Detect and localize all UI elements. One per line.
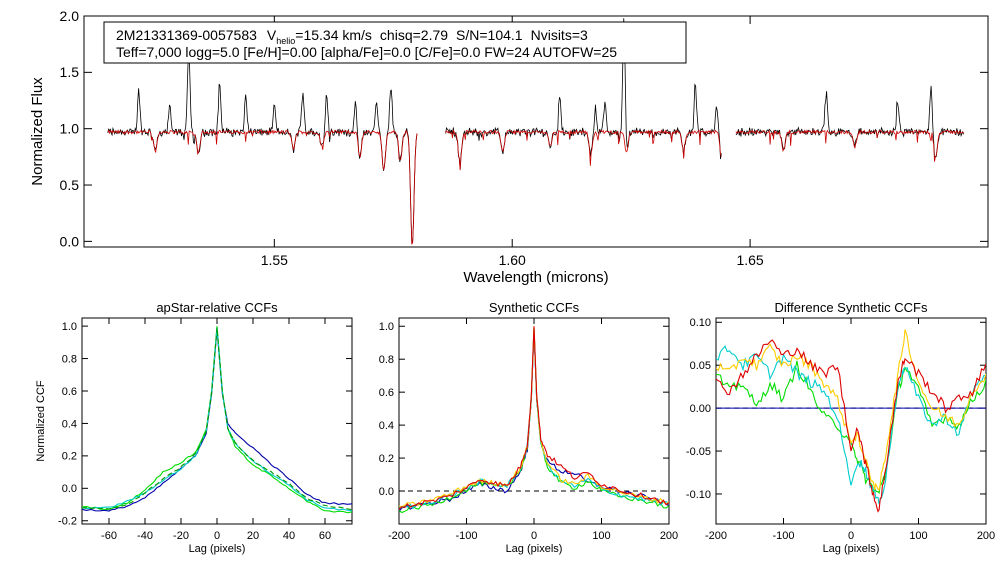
apstar_ccf-series-visit-3 bbox=[82, 327, 352, 511]
apstar_ccf-xlabel: Lag (pixels) bbox=[189, 543, 246, 555]
apstar_ccf-ytick-label: 0.2 bbox=[62, 451, 77, 463]
chisq-label: chisq=2.79 bbox=[380, 27, 448, 43]
apstar_ccf-series-combined bbox=[82, 329, 352, 512]
nvisits-label: Nvisits=3 bbox=[531, 27, 588, 43]
difference_ccf-ytick-label: -0.10 bbox=[686, 489, 711, 501]
spectrum-xtick-label: 1.65 bbox=[736, 252, 763, 268]
difference_ccf-series-visit-4 bbox=[716, 339, 986, 513]
spectrum-plot bbox=[107, 18, 965, 245]
synthetic_ccf-ytick-label: 0.8 bbox=[379, 354, 394, 366]
info-box: 2M21331369-0057583 Vhelio=15.34 km/s chisq… bbox=[103, 21, 687, 64]
synthetic_ccf-xtick-label: 200 bbox=[660, 530, 678, 542]
difference_ccf-series-visit-2 bbox=[716, 345, 986, 505]
synthetic_ccf-series-visit-4 bbox=[399, 326, 669, 510]
synthetic_ccf-ytick-label: 0.0 bbox=[379, 486, 394, 498]
synthetic_ccf-ytick-label: 0.6 bbox=[379, 387, 394, 399]
difference_ccf-ytick-label: 0.00 bbox=[690, 403, 711, 415]
synthetic_ccf-axes: -200 -100 0 100 200 0.0 0.2 0.4 0.6 0.8 1.0 Synthet… bbox=[379, 300, 678, 555]
synthetic_ccf-ytick-label: 0.2 bbox=[379, 453, 394, 465]
spectrum-ytick-label: 0.5 bbox=[60, 177, 80, 193]
difference_ccf-series-visit-3 bbox=[716, 329, 986, 492]
snr-label: S/N=104.1 bbox=[456, 27, 523, 43]
apstar_ccf-ytick-label: 1.0 bbox=[62, 321, 77, 333]
apstar_ccf-xtick-label: -40 bbox=[137, 530, 153, 542]
apstar_ccf-xtick-label: 40 bbox=[283, 530, 295, 542]
spectrum-axes: 1.55 1.60 1.65 0.0 0.5 1.0 1.5 2.0 Wavelength (m… bbox=[29, 8, 989, 286]
apstar_ccf-ytick-label: 0.4 bbox=[62, 418, 77, 430]
apstar_ccf-series-visit-2 bbox=[82, 327, 352, 512]
info-box-line1: 2M21331369-0057583 Vhelio=15.34 km/s chisq… bbox=[116, 27, 588, 46]
synthetic_ccf-xtick-label: -200 bbox=[388, 530, 410, 542]
vhelio-prefix: V bbox=[267, 27, 277, 43]
apstar_ccf-series-visit-1 bbox=[82, 326, 352, 514]
spectrum-data-segment-3 bbox=[735, 85, 965, 159]
difference_ccf-xtick-label: -200 bbox=[705, 530, 727, 542]
spectrum-xtick-label: 1.55 bbox=[261, 252, 288, 268]
apstar_ccf-xtick-label: 20 bbox=[247, 530, 259, 542]
spectrum-model-segment-3 bbox=[735, 129, 964, 162]
vhelio-value: =15.34 km/s bbox=[295, 27, 372, 43]
difference_ccf-ytick-label: 0.05 bbox=[690, 360, 711, 372]
spectrum-model-segment-1 bbox=[107, 128, 418, 245]
spectrum-ylabel: Normalized Flux bbox=[29, 77, 46, 186]
difference_ccf-xtick-label: 200 bbox=[977, 530, 995, 542]
difference_ccf-xtick-label: 100 bbox=[909, 530, 927, 542]
spectrum-xlabel: Wavelength (microns) bbox=[463, 269, 608, 286]
difference_ccf-axes: -200 -100 0 100 200 -0.10 -0.05 0.00 0.05 0.10 Dif… bbox=[686, 300, 995, 555]
apstar_ccf-title: apStar-relative CCFs bbox=[156, 300, 278, 315]
spectrum-ytick-label: 1.5 bbox=[60, 64, 80, 80]
synthetic_ccf-plot bbox=[399, 326, 669, 514]
difference_ccf-xlabel: Lag (pixels) bbox=[823, 543, 880, 555]
difference_ccf-xtick-label: 0 bbox=[848, 530, 854, 542]
synthetic_ccf-xtick-label: 100 bbox=[592, 530, 610, 542]
synthetic_ccf-ytick-label: 0.4 bbox=[379, 420, 394, 432]
synthetic_ccf-xlabel: Lag (pixels) bbox=[506, 543, 563, 555]
apstar_ccf-ylabel: Normalized CCF bbox=[35, 380, 47, 462]
synthetic_ccf-title: Synthetic CCFs bbox=[489, 300, 580, 315]
synthetic_ccf-series-combined bbox=[399, 329, 669, 512]
synthetic_ccf-xtick-label: -100 bbox=[455, 530, 477, 542]
apstar_ccf-xtick-label: -60 bbox=[101, 530, 117, 542]
spectrum-xtick-label: 1.60 bbox=[499, 252, 526, 268]
info-box-line2: Teff=7,000 logg=5.0 [Fe/H]=0.00 [alpha/F… bbox=[116, 44, 617, 60]
difference_ccf-frame bbox=[715, 317, 987, 525]
synthetic_ccf-ytick-label: 1.0 bbox=[379, 321, 394, 333]
apstar_ccf-ytick-label: 0.8 bbox=[62, 353, 77, 365]
apstar_ccf-ytick-label: 0.0 bbox=[62, 483, 77, 495]
apstar_ccf-plot bbox=[82, 326, 352, 514]
vhelio-sub: helio bbox=[276, 36, 295, 46]
apstar_ccf-ytick-label: -0.2 bbox=[58, 516, 77, 528]
synthetic_ccf-xtick-label: 0 bbox=[531, 530, 537, 542]
apstar_ccf-ytick-label: 0.6 bbox=[62, 386, 77, 398]
spectrum-model-segment-2 bbox=[445, 129, 722, 171]
synthetic_ccf-series-visit-3 bbox=[399, 326, 669, 508]
spectrum-ytick-label: 0.0 bbox=[60, 233, 80, 249]
apstar_ccf-xtick-label: 60 bbox=[319, 530, 331, 542]
difference_ccf-ytick-label: -0.05 bbox=[686, 446, 711, 458]
difference_ccf-xtick-label: -100 bbox=[772, 530, 794, 542]
apstar_ccf-xtick-label: 0 bbox=[214, 530, 220, 542]
synthetic_ccf-series-visit-1 bbox=[399, 327, 669, 514]
difference_ccf-series-visit-1 bbox=[716, 360, 986, 495]
difference_ccf-title: Difference Synthetic CCFs bbox=[775, 300, 928, 315]
apstar_ccf-axes: -60 -40 -20 0 20 40 60 -0.2 0.0 0.2 0.4 0.6 0.8 1.0 ap… bbox=[35, 300, 353, 555]
info-box-frame bbox=[103, 21, 687, 64]
spectrum-ytick-label: 1.0 bbox=[60, 121, 80, 137]
object-name: 2M21331369-0057583 bbox=[116, 27, 257, 43]
spectrum-ytick-label: 2.0 bbox=[60, 8, 80, 24]
synthetic_ccf-series-visit-2 bbox=[399, 327, 669, 510]
apstar_ccf-xtick-label: -20 bbox=[173, 530, 189, 542]
difference_ccf-plot bbox=[716, 329, 986, 513]
apstar_ccf-frame bbox=[81, 317, 353, 525]
spectrum-frame bbox=[83, 15, 989, 248]
difference_ccf-ytick-label: 0.10 bbox=[690, 317, 711, 329]
